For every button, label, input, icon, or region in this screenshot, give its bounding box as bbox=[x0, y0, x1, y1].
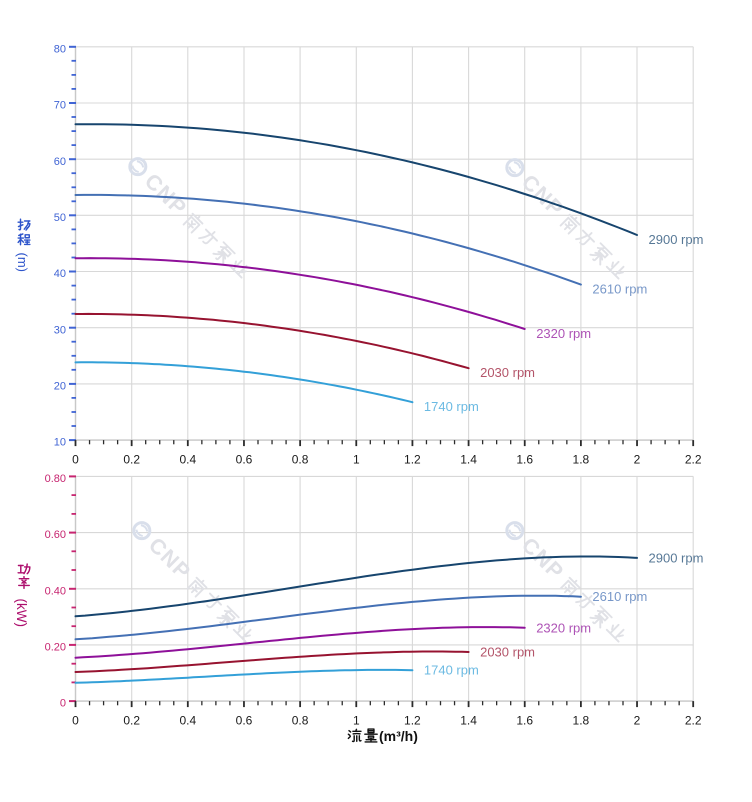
svg-text:2030 rpm: 2030 rpm bbox=[480, 645, 535, 660]
svg-text:0: 0 bbox=[72, 452, 79, 466]
svg-text:0.20: 0.20 bbox=[45, 642, 66, 654]
svg-text:1740 rpm: 1740 rpm bbox=[424, 399, 479, 414]
svg-text:1.8: 1.8 bbox=[573, 452, 590, 466]
svg-text:0.6: 0.6 bbox=[236, 452, 253, 466]
svg-text:10: 10 bbox=[54, 437, 66, 449]
svg-text:(m³/h): (m³/h) bbox=[379, 728, 418, 744]
svg-text:60: 60 bbox=[54, 156, 66, 168]
svg-text:0.60: 0.60 bbox=[45, 529, 66, 541]
svg-text:2900 rpm: 2900 rpm bbox=[649, 232, 704, 247]
svg-text:1: 1 bbox=[353, 452, 360, 466]
svg-text:0.8: 0.8 bbox=[292, 713, 309, 727]
svg-text:20: 20 bbox=[54, 381, 66, 393]
svg-text:0.4: 0.4 bbox=[179, 452, 196, 466]
svg-text:1: 1 bbox=[353, 713, 360, 727]
svg-text:0.8: 0.8 bbox=[292, 452, 309, 466]
svg-text:40: 40 bbox=[54, 268, 66, 280]
svg-text:2900 rpm: 2900 rpm bbox=[649, 550, 704, 565]
svg-text:2.2: 2.2 bbox=[685, 452, 702, 466]
svg-text:70: 70 bbox=[54, 100, 66, 112]
svg-text:1.8: 1.8 bbox=[573, 713, 590, 727]
svg-text:(m): (m) bbox=[15, 253, 30, 273]
svg-text:(kW): (kW) bbox=[14, 599, 29, 627]
svg-text:30: 30 bbox=[54, 324, 66, 336]
svg-text:0.80: 0.80 bbox=[45, 473, 66, 485]
svg-text:1.2: 1.2 bbox=[404, 713, 421, 727]
svg-text:1.6: 1.6 bbox=[516, 713, 533, 727]
svg-text:0.4: 0.4 bbox=[179, 713, 196, 727]
svg-text:2.2: 2.2 bbox=[685, 713, 702, 727]
svg-text:2: 2 bbox=[634, 713, 641, 727]
svg-text:0.2: 0.2 bbox=[123, 713, 140, 727]
svg-text:2610 rpm: 2610 rpm bbox=[592, 589, 647, 604]
svg-text:50: 50 bbox=[54, 212, 66, 224]
svg-text:2030 rpm: 2030 rpm bbox=[480, 365, 535, 380]
svg-text:2320 rpm: 2320 rpm bbox=[536, 620, 591, 635]
svg-text:1.6: 1.6 bbox=[516, 452, 533, 466]
svg-text:2320 rpm: 2320 rpm bbox=[536, 326, 591, 341]
svg-text:80: 80 bbox=[54, 43, 66, 55]
svg-text:1.4: 1.4 bbox=[460, 713, 477, 727]
svg-text:0: 0 bbox=[60, 698, 66, 710]
svg-text:1.2: 1.2 bbox=[404, 452, 421, 466]
svg-text:0: 0 bbox=[72, 713, 79, 727]
svg-text:2: 2 bbox=[634, 452, 641, 466]
svg-text:0.40: 0.40 bbox=[45, 585, 66, 597]
svg-text:1740 rpm: 1740 rpm bbox=[424, 663, 479, 678]
svg-text:1.4: 1.4 bbox=[460, 452, 477, 466]
svg-text:0.6: 0.6 bbox=[236, 713, 253, 727]
svg-text:0.2: 0.2 bbox=[123, 452, 140, 466]
svg-text:2610 rpm: 2610 rpm bbox=[592, 282, 647, 297]
